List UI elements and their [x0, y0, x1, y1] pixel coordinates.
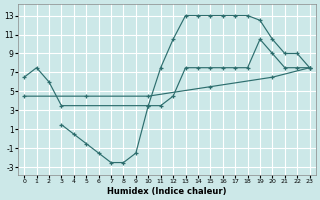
X-axis label: Humidex (Indice chaleur): Humidex (Indice chaleur)	[107, 187, 227, 196]
